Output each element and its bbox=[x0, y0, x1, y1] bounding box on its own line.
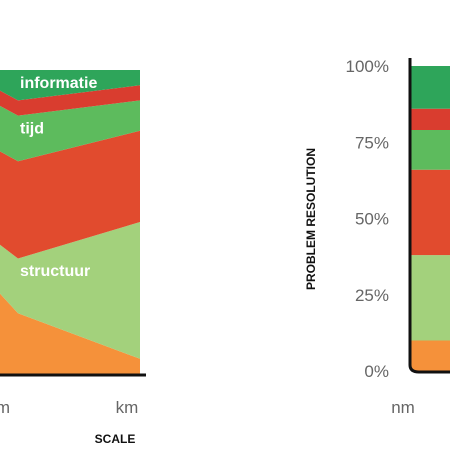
right-y-tick-100: 100% bbox=[346, 57, 389, 76]
left-area-layer-3 bbox=[0, 130, 140, 259]
right-area-layer-3 bbox=[411, 169, 450, 256]
right-y-tick-50: 50% bbox=[355, 210, 389, 229]
right-y-axis-title: PROBLEM RESOLUTION bbox=[304, 148, 318, 290]
left-series-label-structuur: structuur bbox=[20, 263, 90, 280]
left-series-labels: structuur tijd informatie bbox=[20, 75, 97, 280]
right-area-layer-4 bbox=[411, 130, 450, 170]
left-series-label-informatie: informatie bbox=[20, 75, 97, 92]
right-axis-lines bbox=[408, 58, 450, 374]
right-area-layer-1 bbox=[411, 340, 450, 371]
left-x-tick-km: km bbox=[116, 398, 139, 417]
right-y-tick-75: 75% bbox=[355, 133, 389, 152]
right-y-tick-25: 25% bbox=[355, 286, 389, 305]
left-x-tick-labels: m km bbox=[0, 398, 138, 417]
right-y-tick-labels: 0% 25% 50% 75% 100% bbox=[346, 57, 389, 381]
right-area-layer-2 bbox=[411, 255, 450, 341]
left-x-axis-title: SCALE bbox=[95, 432, 136, 446]
right-y-tick-0: 0% bbox=[364, 362, 389, 381]
right-area-layer-6 bbox=[411, 66, 450, 109]
left-series-label-tijd: tijd bbox=[20, 120, 44, 137]
left-stacked-area-chart: structuur tijd informatie m km SCALE bbox=[0, 70, 146, 446]
left-x-tick-m: m bbox=[0, 398, 10, 417]
right-x-tick-nm: nm bbox=[391, 398, 415, 417]
left-area-layer-5 bbox=[0, 85, 140, 116]
left-area-layer-6 bbox=[0, 70, 140, 101]
right-area-layer-5 bbox=[411, 108, 450, 130]
left-area-layers bbox=[0, 70, 140, 374]
right-area-layers bbox=[411, 66, 450, 371]
right-x-tick-labels: nm bbox=[391, 398, 415, 417]
left-area-layer-1 bbox=[0, 293, 140, 374]
right-stacked-area-chart: 0% 25% 50% 75% 100% nm PROBLEM RESOLUTION bbox=[304, 57, 450, 417]
left-area-layer-2 bbox=[0, 222, 140, 359]
left-area-layer-4 bbox=[0, 100, 140, 162]
